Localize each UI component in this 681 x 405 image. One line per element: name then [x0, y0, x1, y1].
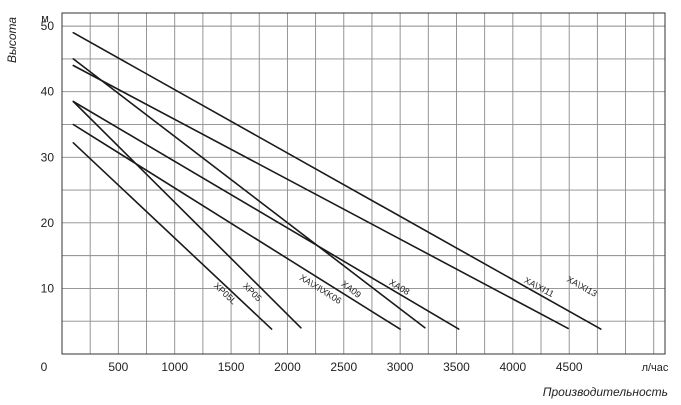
x-tick-label: 1500 — [218, 360, 245, 374]
y-tick-label: 40 — [41, 85, 55, 99]
x-axis-title: Производительность — [543, 385, 668, 399]
series-line — [72, 64, 569, 330]
x-tick-label: 4000 — [499, 360, 526, 374]
y-tick-label: 30 — [41, 150, 55, 164]
x-tick-label: 4500 — [556, 360, 583, 374]
series-layer — [72, 31, 602, 330]
x-tick-label: 500 — [108, 360, 128, 374]
series-line — [72, 31, 602, 330]
series-line — [72, 58, 426, 329]
series-label: XA\XI13 — [565, 274, 599, 299]
series-line — [72, 100, 302, 329]
x-tick-label: 1000 — [161, 360, 188, 374]
y-tick-label: 50 — [41, 19, 55, 33]
y-axis-title: Высота — [5, 17, 19, 63]
grid — [62, 13, 665, 354]
x-tick-label: 3500 — [443, 360, 470, 374]
series-line — [72, 142, 273, 330]
x-axis-unit: л/час — [642, 362, 669, 374]
y-tick-label: 20 — [41, 216, 55, 230]
y-axis-unit: м — [41, 13, 49, 25]
y-tick-label: 10 — [41, 281, 55, 295]
x-tick-label: 2000 — [274, 360, 301, 374]
series-label: XP05 — [241, 281, 264, 304]
series-line — [72, 123, 401, 330]
tick-labels: 500 1000 1500 2000 2500 3000 3500 4000 450010203… — [41, 19, 583, 374]
x-tick-label: 3000 — [387, 360, 414, 374]
plot-frame — [61, 12, 666, 355]
origin-label: 0 — [41, 360, 48, 374]
series-line — [72, 100, 460, 330]
x-tick-label: 2500 — [330, 360, 357, 374]
